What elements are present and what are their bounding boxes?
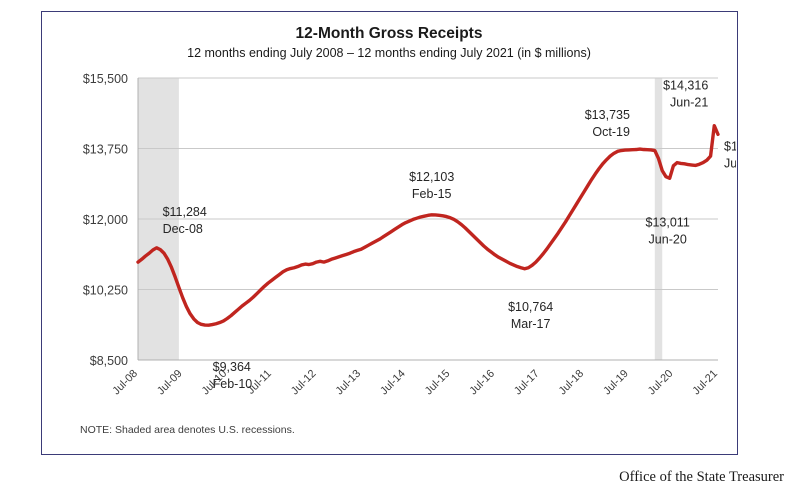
annotation-period: Jun-21 [670, 96, 708, 110]
x-tick-label: Jul-13 [334, 368, 364, 398]
x-tick-label: Jul-20 [646, 368, 676, 398]
annotation: $13,011 Jun-20 [646, 215, 690, 246]
x-tick-label: Jul-18 [557, 368, 587, 398]
annotation: $13,735 Oct-19 [585, 108, 630, 139]
chart-note: NOTE: Shaded area denotes U.S. recession… [80, 424, 295, 436]
x-tick-label: Jul-08 [110, 368, 140, 398]
x-tick-label: Jul-12 [289, 368, 319, 398]
annotation-period: Oct-19 [592, 125, 630, 139]
annotation: $9,364 Feb-10 [213, 360, 253, 391]
annotation-value: $14,101 [724, 139, 736, 153]
x-tick-label: Jul-16 [467, 368, 497, 398]
y-axis-tick-labels: $8,500 $10,250 $12,000 $13,750 $15,500 [83, 72, 128, 368]
annotation: $14,101 Jul-21 [724, 139, 736, 170]
chart-subtitle: 12 months ending July 2008 – 12 months e… [187, 46, 591, 60]
x-tick-label: Jul-14 [378, 368, 408, 398]
chart-title: 12-Month Gross Receipts [296, 25, 483, 42]
gridlines [137, 77, 718, 361]
annotation-value: $11,284 [163, 205, 207, 219]
annotation: $10,764 Mar-17 [508, 300, 553, 331]
x-tick-label: Jul-09 [155, 368, 185, 398]
footer-attribution: Office of the State Treasurer [619, 469, 784, 485]
annotation-value: $12,103 [409, 170, 454, 184]
annotation: $14,316 Jun-21 [663, 79, 708, 110]
y-tick-label: $13,750 [83, 143, 128, 157]
y-tick-label: $12,000 [83, 213, 128, 227]
annotation-period: Jun-20 [649, 232, 687, 246]
x-tick-label: Jul-21 [690, 368, 720, 398]
annotation-value: $13,011 [646, 215, 690, 229]
annotation-period: Feb-10 [213, 377, 253, 391]
data-annotations: $11,284Dec-08$9,364Feb-10$12,103Feb-15$1… [163, 79, 736, 391]
annotation-period: Dec-08 [163, 222, 203, 236]
x-tick-label: Jul-17 [512, 368, 542, 398]
chart-frame: 12-Month Gross Receipts 12 months ending… [41, 11, 738, 455]
annotation: $11,284 Dec-08 [163, 205, 207, 236]
y-tick-label: $8,500 [90, 354, 128, 368]
annotation-value: $9,364 [213, 360, 251, 374]
annotation-value: $13,735 [585, 108, 630, 122]
annotation: $12,103 Feb-15 [409, 170, 454, 201]
x-tick-label: Jul-19 [601, 368, 631, 398]
gross-receipts-line-chart: 12-Month Gross Receipts 12 months ending… [80, 25, 736, 436]
y-tick-label: $10,250 [83, 284, 128, 298]
y-tick-label: $15,500 [83, 72, 128, 86]
annotation-period: Feb-15 [412, 187, 452, 201]
x-axis-tick-labels: Jul-08 Jul-09 Jul-10 Jul-11 Jul-12 Jul-13 Jul-… [110, 368, 720, 398]
annotation-value: $14,316 [663, 79, 708, 93]
series-lines [136, 123, 720, 327]
series-line [136, 123, 720, 327]
annotation-period: Mar-17 [511, 317, 551, 331]
x-tick-label: Jul-15 [423, 368, 453, 398]
annotation-period: Jul-21 [724, 156, 736, 170]
annotation-value: $10,764 [508, 300, 553, 314]
